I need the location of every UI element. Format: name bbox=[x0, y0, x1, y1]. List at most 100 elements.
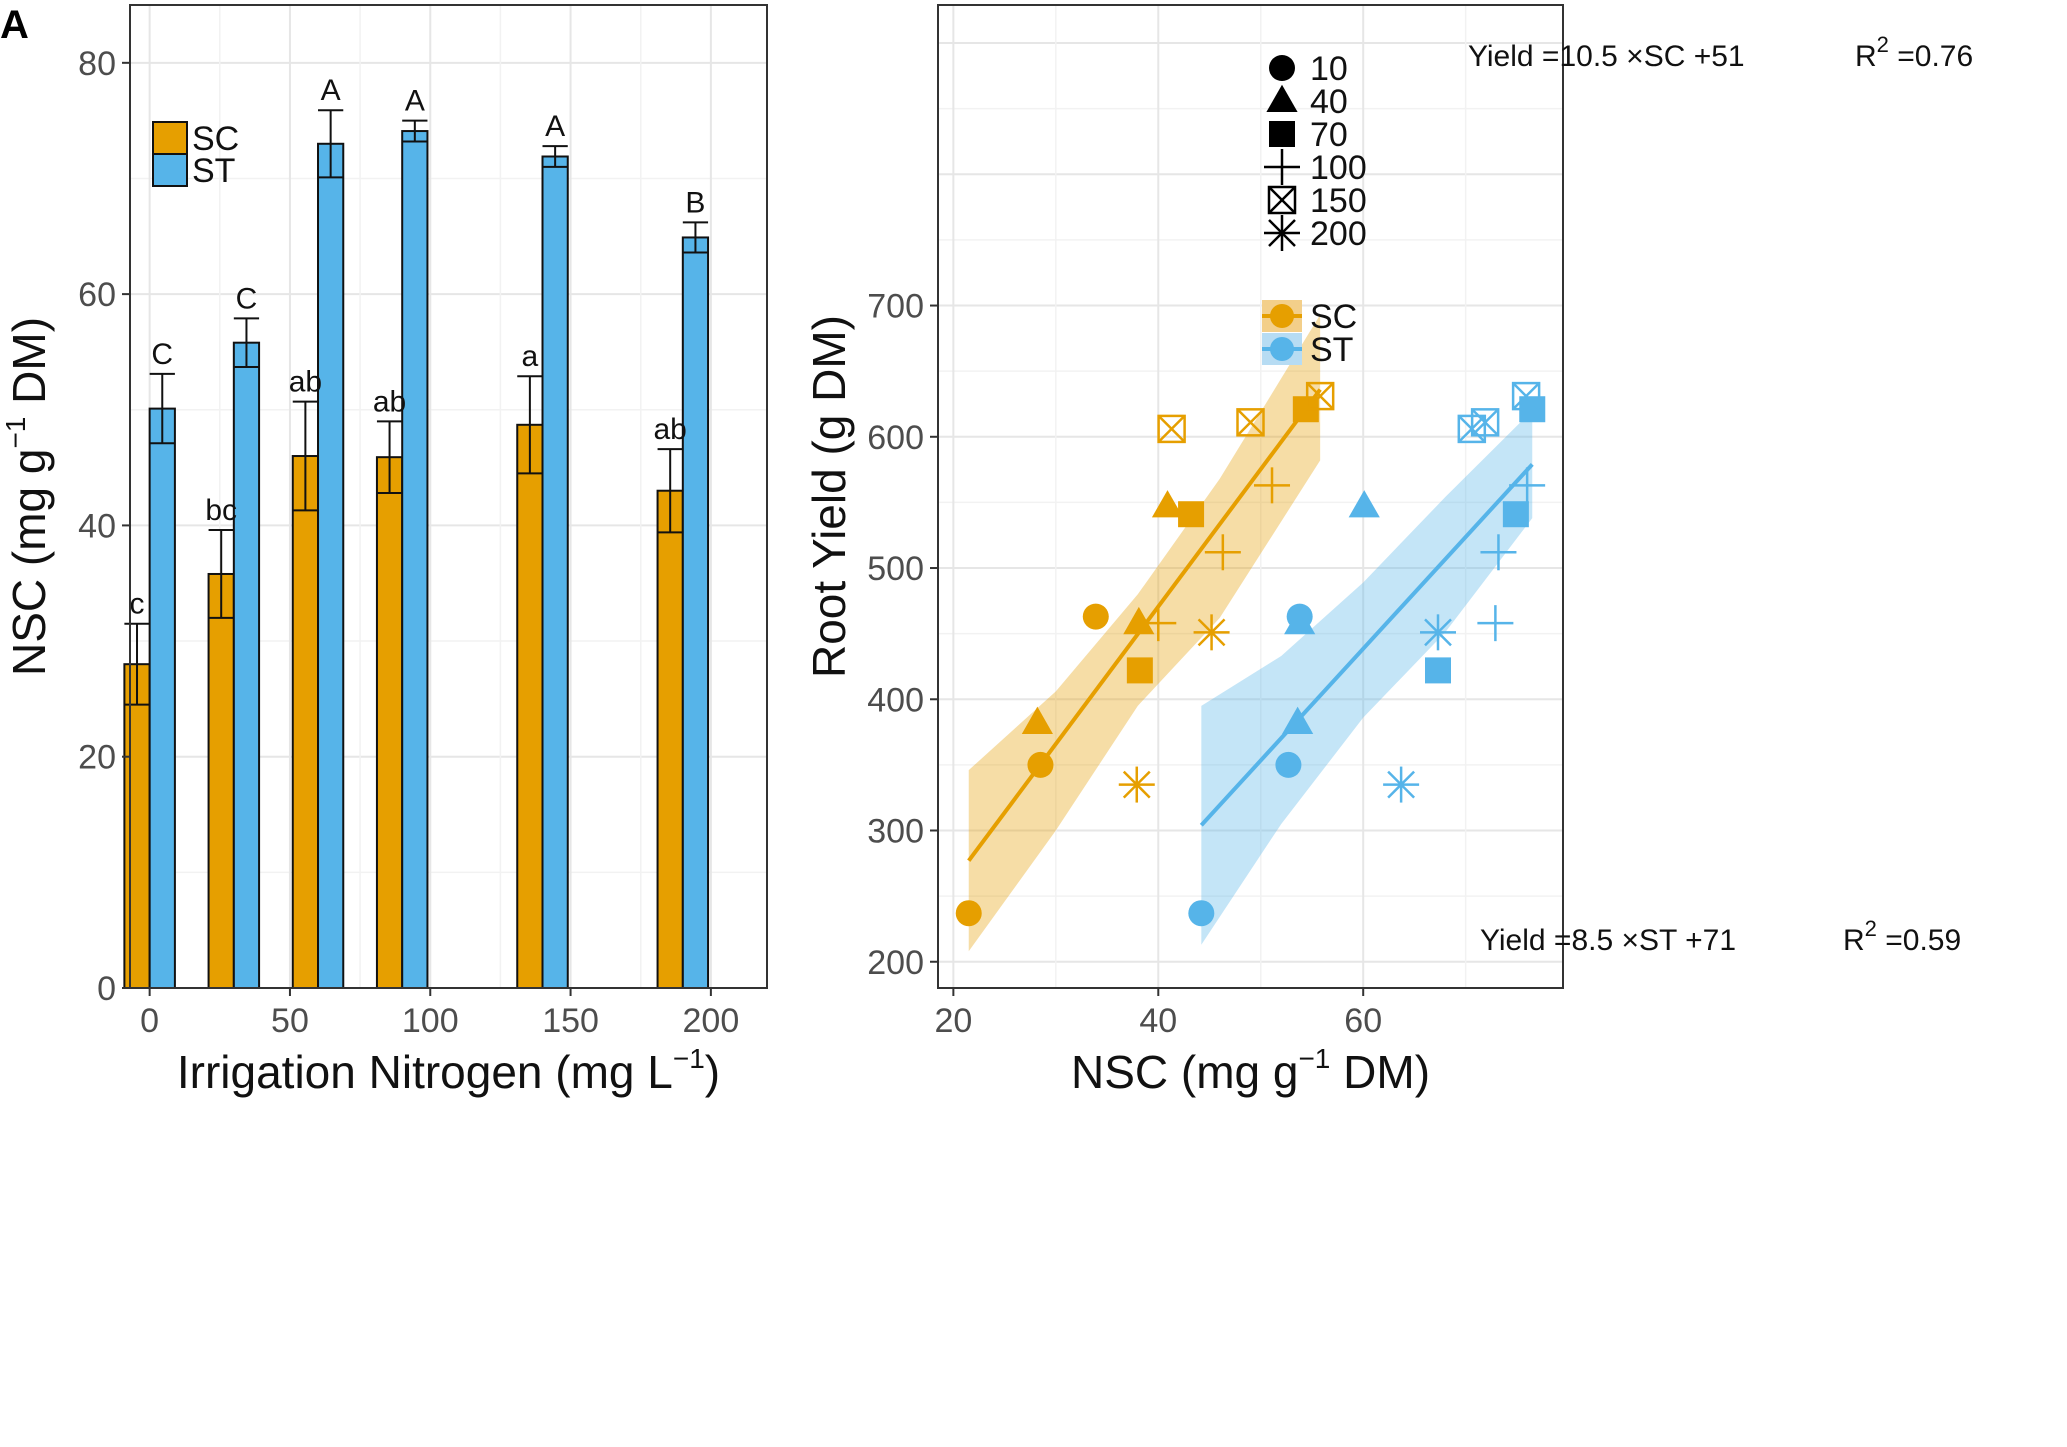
x-title-sup: −1 bbox=[673, 1043, 705, 1074]
panel-b-points bbox=[955, 381, 1546, 927]
significance-label: ab bbox=[373, 385, 406, 418]
y-tick-label: 400 bbox=[867, 681, 924, 719]
bar-st bbox=[541, 155, 569, 990]
point-st-asterisk bbox=[1420, 614, 1456, 651]
point-st-circle bbox=[1275, 751, 1302, 778]
legend-circle-key bbox=[1269, 55, 1295, 81]
x-tick-label: 60 bbox=[1344, 1002, 1382, 1040]
b-x-title-sup: −1 bbox=[1298, 1043, 1330, 1074]
point-st-square bbox=[1502, 501, 1529, 528]
significance-label: ab bbox=[289, 366, 322, 399]
point-sc-plus bbox=[1254, 467, 1291, 504]
significance-label: c bbox=[130, 588, 145, 621]
legend-asterisk-key bbox=[1264, 215, 1300, 251]
st-regression-equation: Yield =8.5 ×ST +71 bbox=[1480, 924, 1736, 957]
panel-a-ticks: 0 20 40 60 80 0 50 100 150 200 bbox=[78, 45, 739, 1040]
point-st-circle bbox=[1188, 900, 1215, 927]
legend-st-point-key bbox=[1270, 337, 1294, 361]
legend-plus-key bbox=[1264, 149, 1300, 185]
legend-sc-label: SC bbox=[1310, 298, 1357, 336]
bar-st bbox=[317, 142, 345, 989]
confidence-ribbon-st bbox=[1201, 410, 1533, 945]
x-tick-label: 150 bbox=[542, 1002, 599, 1040]
point-sc-asterisk bbox=[1118, 766, 1155, 803]
y-tick-label: 40 bbox=[78, 507, 116, 545]
y-tick-label: 60 bbox=[78, 276, 116, 314]
point-st-plus bbox=[1509, 467, 1546, 504]
point-st-triangle bbox=[1348, 490, 1380, 518]
panel-a: A c Cbc Cab Aab Aa Aab B 0 20 40 60 80 0 50 100 150 200… bbox=[0, 3, 768, 1098]
y-title-sup: −1 bbox=[0, 417, 31, 449]
point-sc-plus bbox=[1204, 534, 1241, 571]
y-title-end: DM) bbox=[3, 317, 55, 417]
point-sc-triangle bbox=[1021, 706, 1053, 734]
point-sc-circle bbox=[1027, 751, 1054, 778]
legend-triangle-key bbox=[1266, 84, 1298, 113]
x-title-end: ) bbox=[705, 1046, 720, 1098]
point-sc-triangle bbox=[1151, 490, 1184, 518]
x-title-main: Irrigation Nitrogen (mg L bbox=[177, 1046, 673, 1098]
bar-sc bbox=[375, 456, 404, 989]
legend-level-label: 150 bbox=[1310, 182, 1367, 220]
sc-r2-label: R bbox=[1855, 40, 1877, 73]
panel-b-background bbox=[938, 5, 1563, 988]
sc-r-squared: R2 =0.76 bbox=[1855, 32, 1973, 73]
point-st-plus bbox=[1480, 534, 1517, 571]
panel-a-x-axis-title: Irrigation Nitrogen (mg L−1) bbox=[177, 1043, 720, 1098]
panel-a-error-bars bbox=[124, 109, 709, 706]
legend-st-swatch bbox=[152, 153, 188, 187]
point-sc-asterisk bbox=[1193, 614, 1230, 651]
significance-label: B bbox=[685, 186, 705, 219]
b-x-title-main: NSC (mg g bbox=[1071, 1046, 1298, 1098]
st-r2-value: =0.59 bbox=[1877, 924, 1961, 957]
point-sc-circle bbox=[955, 900, 982, 927]
point-st-asterisk bbox=[1383, 766, 1420, 803]
y-tick-label: 700 bbox=[867, 288, 924, 326]
y-tick-label: 80 bbox=[78, 45, 116, 83]
significance-label: A bbox=[321, 74, 341, 107]
panel-a-y-axis-title: NSC (mg g−1 DM) bbox=[0, 317, 55, 676]
point-sc-triangle bbox=[1123, 606, 1155, 635]
fit-line-st bbox=[1199, 462, 1534, 827]
x-tick-label: 40 bbox=[1139, 1002, 1177, 1040]
panel-b-frame bbox=[937, 4, 1564, 989]
y-tick-label: 0 bbox=[97, 970, 116, 1008]
legend-st-label: ST bbox=[1310, 331, 1353, 369]
point-st-plus bbox=[1477, 605, 1514, 642]
point-st-boxcross bbox=[1511, 381, 1541, 411]
bar-st bbox=[401, 130, 429, 989]
point-sc-square bbox=[1178, 501, 1205, 528]
y-tick-label: 300 bbox=[867, 813, 924, 851]
panel-b-grid bbox=[938, 5, 1563, 988]
bar-sc bbox=[656, 489, 684, 989]
sc-regression-equation: Yield =10.5 ×SC +51 bbox=[1468, 40, 1745, 73]
panel-a-frame bbox=[129, 4, 768, 989]
significance-label: bc bbox=[205, 494, 237, 527]
point-sc-circle bbox=[1082, 603, 1109, 630]
bar-st bbox=[232, 341, 261, 990]
significance-label: ab bbox=[653, 413, 686, 446]
legend-boxcross-key bbox=[1267, 185, 1297, 215]
significance-label: A bbox=[405, 85, 425, 118]
panel-a-significance-labels: c Cbc Cab Aab Aa Aab B bbox=[130, 74, 706, 620]
legend-sc-point-key bbox=[1270, 304, 1294, 328]
legend-level-label: 40 bbox=[1310, 83, 1348, 121]
legend-sc-swatch bbox=[152, 121, 188, 155]
panel-b-y-axis-title: Root Yield (g DM) bbox=[803, 315, 855, 678]
panel-a-legend: SC ST bbox=[152, 120, 239, 190]
panel-b-ticks: 200 300 400 500 600 700 20 40 60 bbox=[867, 288, 1382, 1040]
point-sc-plus bbox=[1140, 605, 1177, 642]
significance-label: a bbox=[522, 340, 539, 373]
legend-level-label: 200 bbox=[1310, 215, 1367, 253]
bar-st bbox=[148, 407, 176, 990]
panel-a-letter: A bbox=[0, 3, 29, 47]
point-st-square bbox=[1425, 657, 1451, 684]
st-r-squared: R2 =0.59 bbox=[1843, 916, 1961, 957]
point-st-triangle bbox=[1284, 606, 1316, 635]
y-tick-label: 200 bbox=[867, 944, 924, 982]
significance-label: C bbox=[236, 282, 258, 315]
